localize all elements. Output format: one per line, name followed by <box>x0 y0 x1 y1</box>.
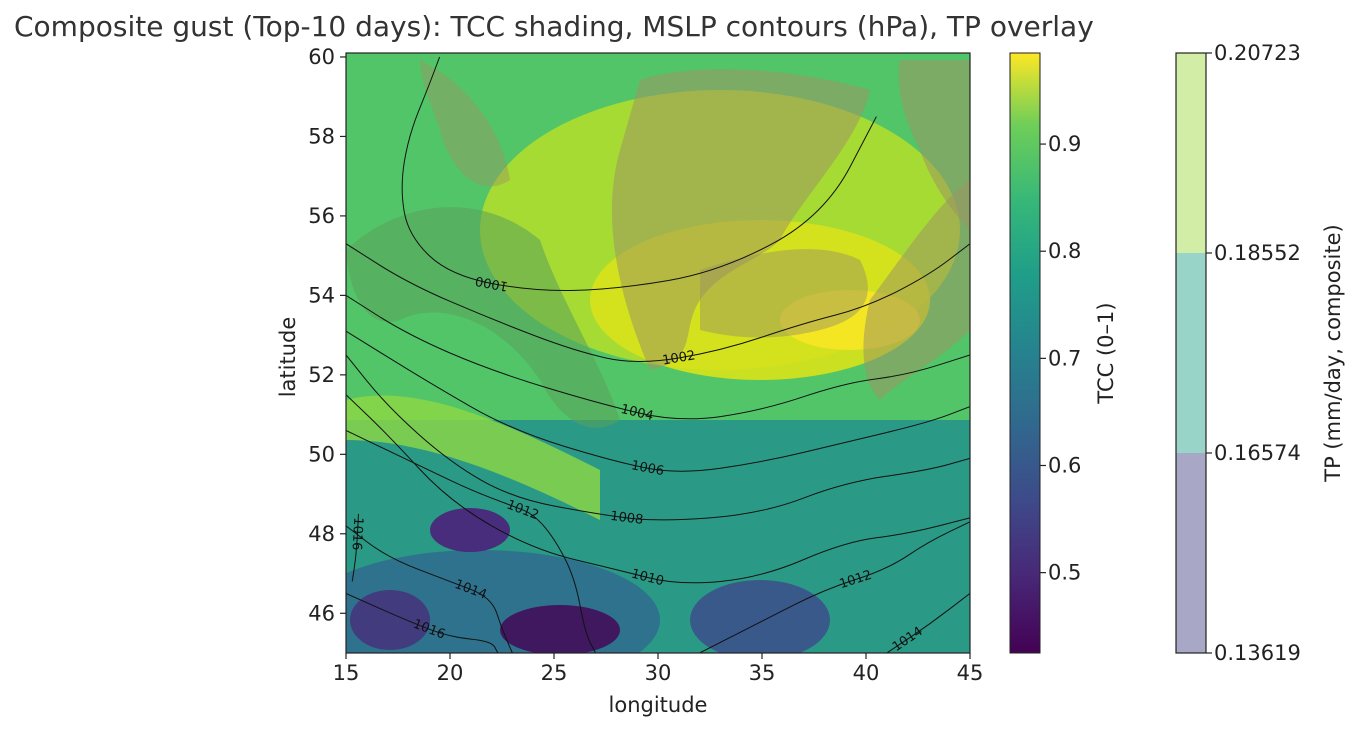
chart-title: Composite gust (Top-10 days): TCC shadin… <box>14 10 1094 43</box>
mslp-contour-label: 1008 <box>609 509 644 528</box>
tcc-tick-label: 0.9 <box>1048 132 1081 156</box>
y-tick-label: 54 <box>308 283 335 307</box>
y-axis-ticks: 46 48 50 52 54 56 58 60 <box>308 45 346 625</box>
x-tick-label: 30 <box>645 661 672 685</box>
mslp-contour-line <box>401 56 877 292</box>
mslp-contour-line <box>346 243 970 362</box>
mslp-contour-line <box>346 592 499 653</box>
y-tick-label: 52 <box>308 363 335 387</box>
tp-colorbar-segment <box>1176 453 1206 653</box>
y-tick-label: 46 <box>308 601 335 625</box>
x-tick-label: 25 <box>541 661 568 685</box>
y-axis-label: latitude <box>276 317 300 398</box>
tp-tick-label: 0.20723 <box>1214 41 1301 65</box>
x-tick-label: 40 <box>853 661 880 685</box>
y-tick-label: 58 <box>308 124 335 148</box>
mslp-contour-line <box>346 430 597 653</box>
tp-colorbar-segment <box>1176 53 1206 253</box>
y-tick-label: 48 <box>308 522 335 546</box>
y-tick-label: 50 <box>308 442 335 466</box>
x-tick-label: 35 <box>749 661 776 685</box>
mslp-contour-line <box>351 513 359 582</box>
mslp-contour-line <box>886 592 970 653</box>
mslp-contour-line <box>346 294 970 420</box>
y-tick-label: 56 <box>308 204 335 228</box>
tcc-colorbar <box>1009 52 1041 654</box>
x-tick-label: 15 <box>333 661 360 685</box>
tp-colorbar-label: TP (mm/day, composite) <box>1321 224 1345 482</box>
tcc-colorbar-ticks: 0.5 0.6 0.7 0.8 0.9 <box>1040 132 1081 585</box>
y-tick-label: 60 <box>308 45 335 69</box>
x-axis-ticks: 15 20 25 30 35 40 45 <box>333 653 984 685</box>
mslp-contour-label: 1002 <box>661 348 696 368</box>
mslp-contours <box>346 56 970 653</box>
mslp-contour-line <box>346 525 513 653</box>
mslp-contour-label: 1000 <box>474 273 509 294</box>
tp-tick-label: 0.16574 <box>1214 441 1301 465</box>
tcc-tick-label: 0.7 <box>1048 346 1081 370</box>
mslp-contour-line <box>699 521 970 653</box>
mslp-contour-line <box>346 354 970 521</box>
tp-colorbar-segment <box>1176 253 1206 453</box>
tp-colorbar-frame <box>1175 52 1207 654</box>
tcc-tick-label: 0.5 <box>1048 561 1081 585</box>
tcc-tick-label: 0.6 <box>1048 454 1081 478</box>
mslp-contour-label: 1004 <box>619 402 655 424</box>
tcc-tick-label: 0.8 <box>1048 239 1081 263</box>
tp-colorbar-ticks: 0.13619 0.16574 0.18552 0.20723 <box>1206 41 1301 665</box>
tcc-field <box>346 53 970 653</box>
mslp-contour-line <box>346 330 970 472</box>
mslp-contour-label: 1006 <box>630 458 665 479</box>
mslp-contour-line <box>346 394 970 584</box>
tp-tick-label: 0.18552 <box>1214 241 1301 265</box>
mslp-contour-label: 1016 <box>349 517 366 551</box>
x-tick-label: 45 <box>957 661 984 685</box>
tcc-colorbar-label: TCC (0–1) <box>1094 302 1118 404</box>
x-tick-label: 20 <box>437 661 464 685</box>
tp-colorbar <box>1175 52 1207 654</box>
tp-tick-label: 0.13619 <box>1214 641 1301 665</box>
x-axis-label: longitude <box>609 693 708 717</box>
